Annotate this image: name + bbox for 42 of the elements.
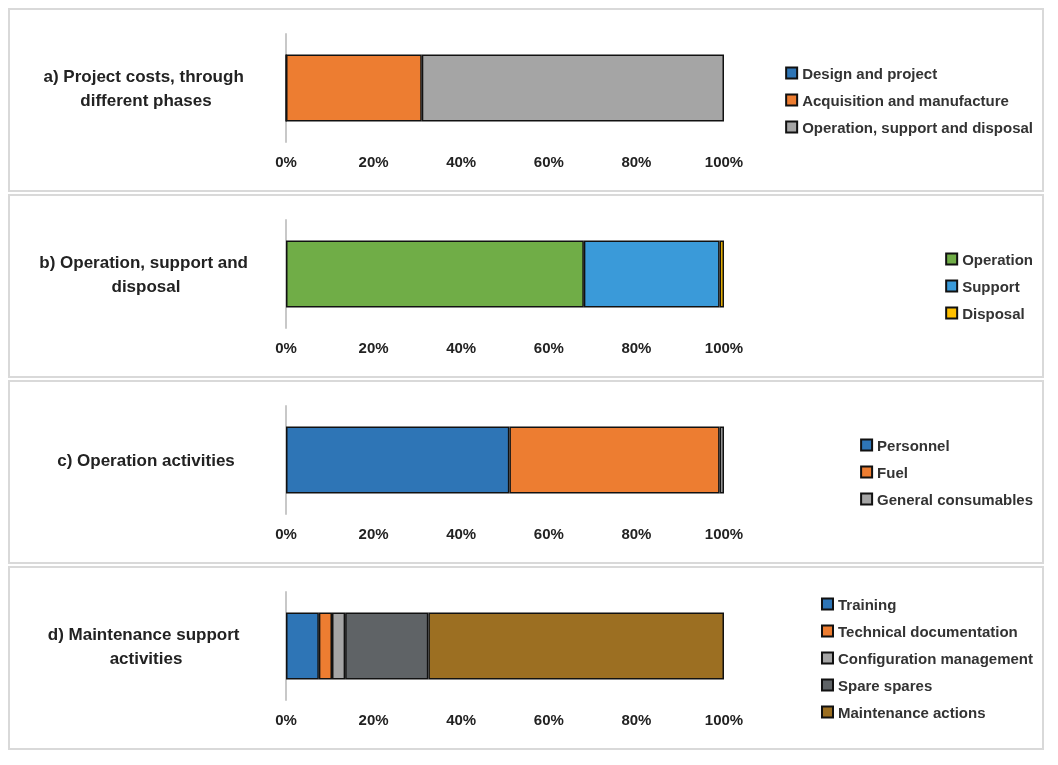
legend-label: Support bbox=[962, 277, 1020, 295]
x-tick-label: 40% bbox=[446, 525, 477, 542]
x-tick-label: 20% bbox=[358, 711, 389, 728]
x-tick-label: 60% bbox=[533, 339, 564, 356]
legend-label: Design and project bbox=[802, 64, 938, 82]
x-tick-label: 40% bbox=[446, 339, 477, 356]
x-tick-label: 80% bbox=[621, 525, 652, 542]
legend-label: Operation, support and disposal bbox=[802, 118, 1034, 136]
x-tick-label: 20% bbox=[358, 525, 389, 542]
legend-label: Training bbox=[837, 595, 897, 613]
y-tick-label: b) Operation, support and disposal bbox=[39, 252, 253, 296]
x-tick-label: 100% bbox=[704, 339, 744, 356]
x-tick-label: 100% bbox=[704, 153, 744, 170]
legend-label: Acquisition and manufacture bbox=[802, 91, 1009, 109]
x-tick-label: 60% bbox=[533, 525, 564, 542]
x-tick-label: 100% bbox=[704, 711, 744, 728]
x-tick-label: 0% bbox=[275, 711, 297, 728]
legend-label: Fuel bbox=[877, 463, 908, 481]
x-tick-label: 80% bbox=[621, 339, 652, 356]
y-tick-label: a) Project costs, through different phases bbox=[43, 66, 249, 110]
x-tick-label: 40% bbox=[446, 711, 477, 728]
x-tick-label: 0% bbox=[275, 525, 297, 542]
legend-label: Maintenance actions bbox=[837, 703, 986, 721]
y-tick-label: c) Operation activities bbox=[57, 450, 235, 470]
x-tick-label: 60% bbox=[533, 153, 564, 170]
x-tick-label: 80% bbox=[621, 711, 652, 728]
x-tick-label: 40% bbox=[446, 153, 477, 170]
x-tick-label: 100% bbox=[704, 525, 744, 542]
x-tick-label: 20% bbox=[358, 339, 389, 356]
x-tick-label: 80% bbox=[621, 153, 652, 170]
legend-label: Spare spares bbox=[837, 676, 933, 694]
legend-label: Technical documentation bbox=[837, 622, 1018, 640]
legend-label: Personnel bbox=[877, 436, 950, 454]
x-tick-label: 0% bbox=[275, 339, 297, 356]
y-tick-label: d) Maintenance support activities bbox=[47, 624, 245, 668]
legend-label: General consumables bbox=[877, 490, 1034, 508]
x-tick-label: 60% bbox=[533, 711, 564, 728]
legend-label: Operation bbox=[962, 250, 1033, 268]
x-tick-label: 0% bbox=[275, 153, 297, 170]
legend-label: Configuration management bbox=[837, 649, 1034, 667]
x-tick-label: 20% bbox=[358, 153, 389, 170]
legend-label: Disposal bbox=[962, 304, 1025, 322]
